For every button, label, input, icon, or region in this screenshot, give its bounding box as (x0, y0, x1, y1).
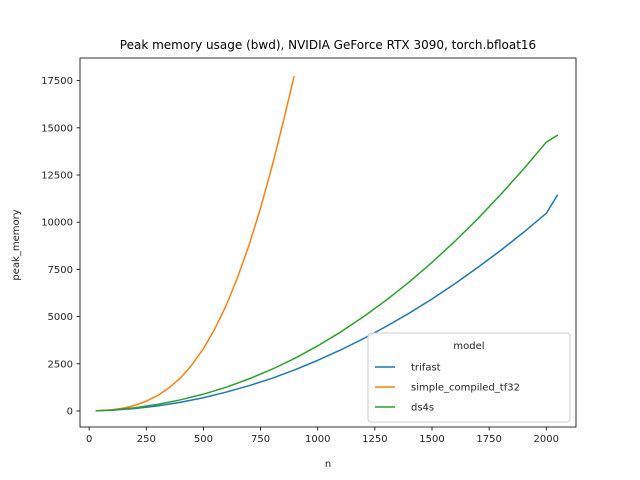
x-tick-label: 1750 (476, 434, 501, 445)
x-axis-label: n (325, 459, 331, 470)
x-tick-label: 500 (194, 434, 213, 445)
legend: model trifast simple_compiled_tf32 ds4s (367, 332, 571, 423)
x-tick-label: 1500 (419, 434, 444, 445)
y-tick-label: 0 (67, 406, 73, 417)
chart-title: Peak memory usage (bwd), NVIDIA GeForce … (120, 38, 536, 52)
legend-label-ds4s: ds4s (411, 403, 434, 414)
plot-frame (79, 57, 577, 428)
y-tick-label: 5000 (48, 312, 73, 323)
y-tick-label: 2500 (48, 359, 73, 370)
y-axis-label: peak_memory (11, 209, 22, 280)
legend-title: model (453, 341, 484, 352)
y-axis: 0 2500 5000 7500 10000 12500 15000 17500 (41, 76, 80, 417)
y-tick-label: 7500 (48, 265, 73, 276)
y-tick-label: 17500 (41, 76, 73, 87)
series-line-trifast (95, 194, 559, 412)
y-tick-label: 10000 (41, 218, 73, 229)
x-tick-label: 1250 (362, 434, 387, 445)
x-tick-label: 250 (137, 434, 156, 445)
series-line-simple_compiled_tf32 (95, 75, 295, 412)
legend-frame (367, 332, 571, 423)
x-tick-label: 2000 (534, 434, 559, 445)
x-tick-label: 1000 (305, 434, 330, 445)
plot-area (79, 57, 577, 428)
legend-label-simple_compiled_tf32: simple_compiled_tf32 (411, 383, 520, 394)
legend-label-trifast: trifast (411, 363, 441, 374)
x-tick-label: 750 (251, 434, 270, 445)
x-axis: 0 250 500 750 1000 1250 1500 1750 2000 (86, 427, 559, 445)
x-tick-label: 0 (86, 434, 92, 445)
y-tick-label: 12500 (41, 171, 73, 182)
series-line-ds4s (95, 134, 559, 412)
y-tick-label: 15000 (41, 123, 73, 134)
